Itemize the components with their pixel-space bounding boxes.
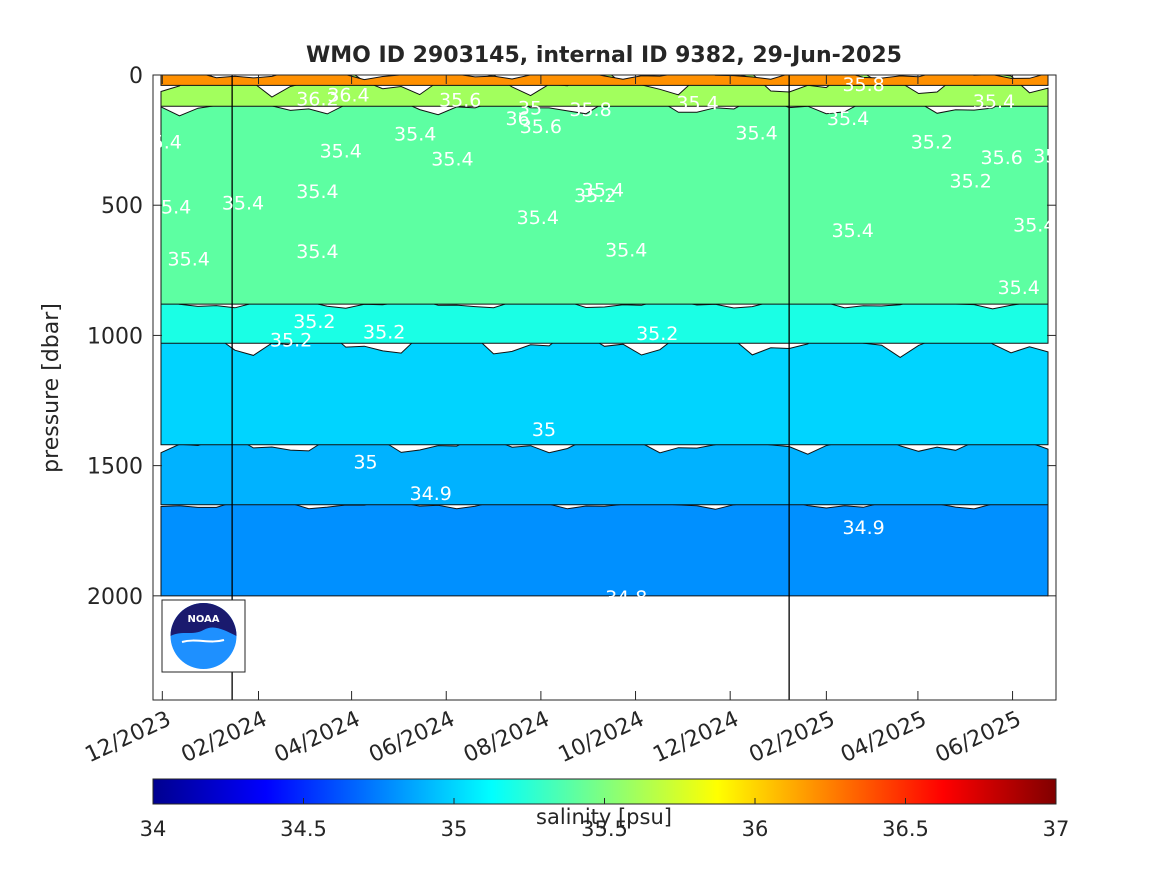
salinity-layer	[160, 499, 1049, 597]
contour-label: 35.4	[605, 239, 647, 261]
contour-label: 35.4	[1033, 146, 1075, 168]
plot-area: 35.435.435.435.435.4 35.435.4 35.435.435.4…	[140, 74, 1075, 700]
plot-frame	[152, 74, 1057, 701]
contour-label: 35.6	[981, 147, 1023, 169]
contour-label: 35.2	[950, 170, 992, 192]
contour-label: 35.4	[296, 181, 338, 203]
contour-label: 35.4	[827, 108, 869, 130]
contour-label: 35.4	[168, 249, 210, 271]
contour-label: 34.8	[605, 587, 647, 609]
colorbar-tick-label: 36.5	[882, 817, 929, 841]
contour-label: 35.2	[270, 329, 312, 351]
contour-label: 35.4	[149, 197, 191, 219]
contour-label: 35.4	[832, 220, 874, 242]
colorbar-tick-label: 37	[1043, 817, 1070, 841]
chart-title: WMO ID 2903145, internal ID 9382, 29-Jun…	[306, 43, 902, 68]
contour-label: 36	[506, 108, 530, 130]
contour-label: 35	[532, 419, 556, 441]
y-tick-label: 0	[129, 64, 143, 89]
contour-label: 35.4	[320, 141, 362, 163]
y-tick-label: 1000	[87, 324, 143, 349]
noaa-logo: NOAA	[161, 599, 246, 673]
contour-label: 35.6	[520, 116, 562, 138]
contour-label: 35.2	[293, 311, 335, 333]
contour-label: 35.4	[676, 92, 718, 114]
contour-label: 35.4	[296, 241, 338, 263]
contour-label: 35.6	[439, 90, 481, 112]
noaa-logo-text: NOAA	[187, 614, 219, 625]
contour-label: 35.2	[363, 322, 405, 344]
contour-label: 35.4	[394, 124, 436, 146]
y-axis-label: pressure [dbar]	[39, 303, 64, 473]
y-tick-label: 2000	[87, 585, 143, 610]
contour-label: 35.2	[911, 131, 953, 153]
contour-label: 34.9	[410, 483, 452, 505]
contour-label: 35.2	[574, 185, 616, 207]
colorbar-tick-label: 34.5	[280, 817, 327, 841]
contour-label: 35.4	[582, 180, 624, 202]
contour-label: 36.4	[327, 85, 369, 107]
contour-label: 35.4	[140, 131, 182, 153]
colorbar-label: salinity [psu]	[536, 805, 672, 829]
contour-label: 35.4	[735, 122, 777, 144]
contour-label: 35	[353, 452, 377, 474]
contour-label: 36.2	[296, 88, 338, 110]
contour-label: 35	[518, 98, 542, 120]
colorbar-tick-label: 34	[140, 817, 167, 841]
contour-label: 35.2	[636, 323, 678, 345]
contour-label: 35.8	[842, 74, 884, 96]
contour-label: 35.4	[222, 193, 264, 215]
contour-label: 35.4	[517, 207, 559, 229]
contour-label: 35.4	[431, 148, 473, 170]
colorbar-tick-label: 35	[441, 817, 468, 841]
colorbar-tick-label: 35.5	[581, 817, 628, 841]
contour-label: 35.4	[998, 277, 1040, 299]
contour-label: 35.4	[973, 91, 1015, 113]
contour-label: 34.9	[842, 517, 884, 539]
contour-label: 35.4	[1013, 215, 1055, 237]
y-tick-label: 500	[101, 194, 143, 219]
colorbar-tick-label: 36	[742, 817, 769, 841]
y-tick-label: 1500	[87, 455, 143, 480]
contour-label: 35.8	[569, 99, 611, 121]
